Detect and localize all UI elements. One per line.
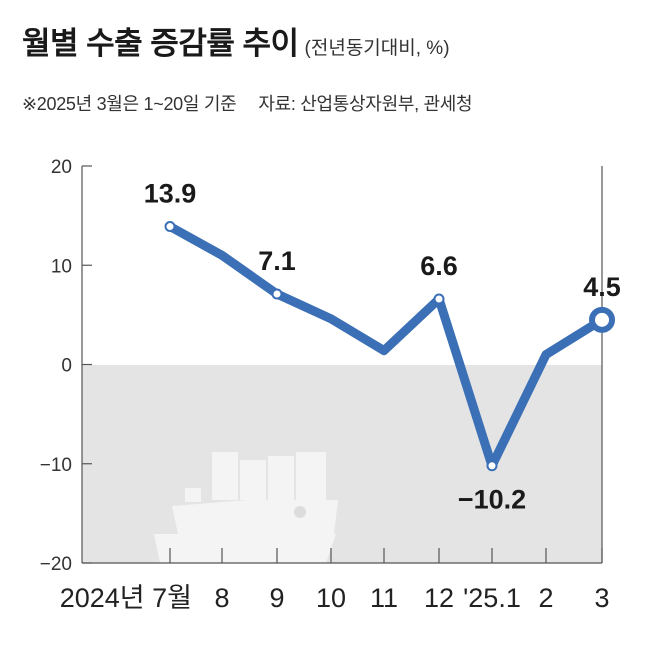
x-tick-label: '25.1 [463,583,521,613]
ship-porthole [294,506,306,518]
data-label: −10.2 [458,485,526,515]
data-point [433,293,445,305]
data-points [164,221,615,472]
x-tick-label: 8 [214,583,229,613]
title-row: 월별 수출 증감률 추이 (전년동기대비, %) [22,18,450,63]
note-row: ※2025년 3월은 1~20일 기준 자료: 산업통상자원부, 관세청 [22,90,473,116]
y-tick-label: 20 [51,157,72,178]
data-point [164,221,176,233]
x-tick-label: 12 [424,583,454,613]
x-tick-label: 2 [538,583,553,613]
y-tick-label: 10 [51,256,72,277]
data-label: 7.1 [258,246,296,276]
y-tick-label: 0 [61,356,72,377]
data-label: 6.6 [420,251,458,281]
data-point [271,288,283,300]
date-note: ※2025년 3월은 1~20일 기준 [22,94,237,114]
data-point [589,306,615,333]
data-labels: 13.9 7.1 6.6 −10.2 4.5 [144,179,621,515]
y-axis-ticks: 20 10 0 −10 −20 [40,157,92,575]
x-axis-labels: 2024년 7월 8 9 10 11 12 '25.1 2 3 [60,583,610,613]
x-tick-label: 9 [269,583,284,613]
series-line [165,222,607,471]
source-note: 자료: 산업통상자원부, 관세청 [258,94,473,114]
data-point [486,460,498,472]
x-tick-label: 3 [594,583,609,613]
x-tick-label: 10 [316,583,346,613]
data-label: 13.9 [144,179,197,209]
negative-region-shade [82,365,602,563]
x-tick-label: 11 [370,583,398,613]
x-tick-label: 2024년 7월 [60,583,192,613]
chart-title: 월별 수출 증감률 추이 [22,26,299,61]
y-tick-label: −10 [40,455,72,476]
unit-label: (전년동기대비, %) [304,38,450,59]
y-tick-label: −20 [40,554,72,575]
data-label: 4.5 [583,272,621,302]
